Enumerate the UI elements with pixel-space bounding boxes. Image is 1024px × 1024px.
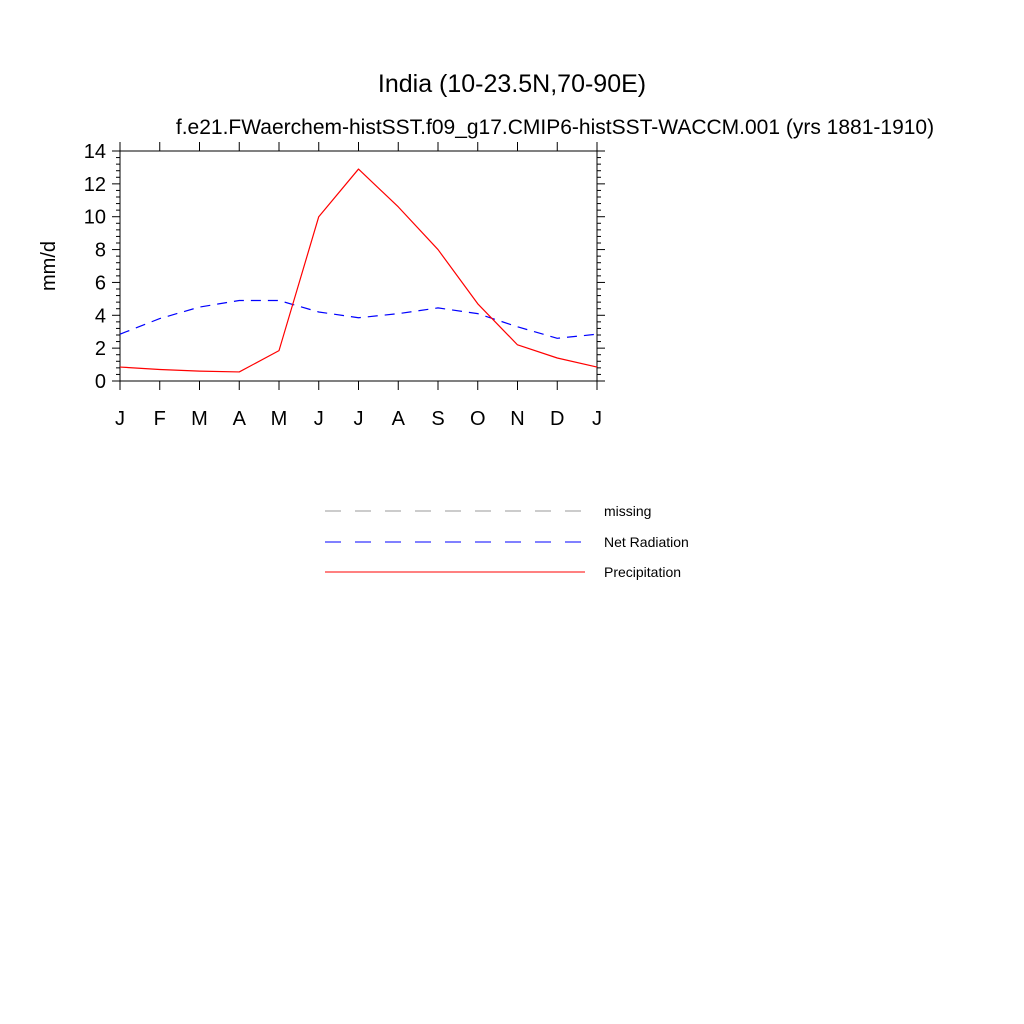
series-line-precipitation [119,168,598,373]
x-tick-label: M [271,408,288,430]
y-tick-label: 12 [84,174,106,196]
legend: missing Net Radiation Precipitation [325,503,689,580]
x-tick-label: J [354,408,364,430]
x-tick-label: F [154,408,166,430]
y-tick-label: 14 [84,141,106,163]
y-tick-label: 10 [84,207,106,229]
x-tick-label: A [392,408,406,430]
y-tick-label: 2 [95,338,106,360]
series-line-net-radiation [119,299,598,339]
legend-label-precipitation: Precipitation [604,564,681,580]
y-tick-label: 0 [95,371,106,393]
chart-subtitle: f.e21.FWaerchem-histSST.f09_g17.CMIP6-hi… [176,116,934,139]
x-tick-label: N [510,408,524,430]
x-tick-label: J [592,408,602,430]
chart-title: India (10-23.5N,70-90E) [378,70,646,98]
y-tick-label: 6 [95,272,106,294]
plot-frame [119,150,598,382]
x-tick-label: J [314,408,324,430]
y-axis-label: mm/d [38,241,60,291]
plot-area: 0 2 4 6 8 10 12 14 J F M A M J J A S O N D J [84,141,605,430]
legend-label-net-radiation: Net Radiation [604,534,689,550]
x-tick-label: A [233,408,247,430]
x-tick-label: S [431,408,444,430]
x-tick-label: J [115,408,125,430]
y-tick-label: 8 [95,240,106,262]
legend-label-missing: missing [604,503,651,519]
x-tick-label: O [470,408,486,430]
x-tick-label: M [191,408,208,430]
y-tick-label: 4 [95,305,106,327]
x-tick-label: D [550,408,564,430]
